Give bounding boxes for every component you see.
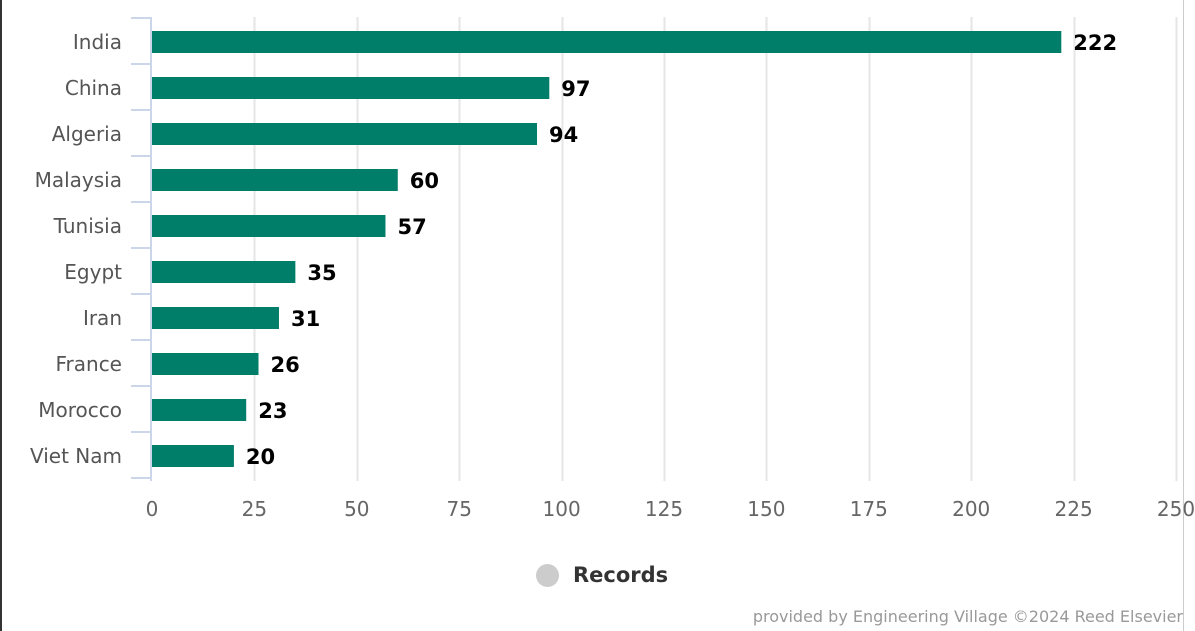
- data-label-tunisia: 57: [397, 215, 426, 239]
- x-tick-label-175: 175: [850, 497, 888, 521]
- bar-china[interactable]: [152, 77, 550, 99]
- bar-tunisia[interactable]: [152, 215, 386, 237]
- labels: 0 25 50 75 100 125 150 175 200 225 250 India 222 Chin…: [30, 30, 1195, 521]
- bar-morocco[interactable]: [152, 399, 247, 421]
- legend-marker-icon: [536, 563, 559, 587]
- bar-india[interactable]: [152, 31, 1062, 53]
- frame-right-border: [1183, 0, 1184, 631]
- x-tick-label-225: 225: [1055, 497, 1093, 521]
- data-label-malaysia: 60: [410, 169, 439, 193]
- data-label-france: 26: [270, 353, 299, 377]
- x-tick-label-150: 150: [747, 497, 785, 521]
- x-tick-label-200: 200: [952, 497, 990, 521]
- x-tick-label-125: 125: [645, 497, 683, 521]
- axes: [131, 17, 152, 481]
- bar-egypt[interactable]: [152, 261, 296, 283]
- category-label-algeria: Algeria: [52, 122, 122, 146]
- x-tick-label-100: 100: [543, 497, 581, 521]
- data-label-morocco: 23: [258, 399, 287, 423]
- bars: [152, 31, 1062, 467]
- frame-left-border: [0, 0, 2, 631]
- legend-label-records[interactable]: Records: [573, 563, 669, 587]
- credits-text[interactable]: provided by Engineering Village ©2024 Re…: [752, 607, 1183, 626]
- data-label-viet-nam: 20: [246, 445, 275, 469]
- x-tick-label-75: 75: [446, 497, 471, 521]
- category-label-egypt: Egypt: [64, 260, 122, 284]
- category-label-france: France: [55, 352, 122, 376]
- category-label-morocco: Morocco: [38, 398, 122, 422]
- gridlines: [253, 17, 1178, 481]
- data-label-china: 97: [561, 77, 590, 101]
- data-label-algeria: 94: [549, 123, 578, 147]
- category-label-tunisia: Tunisia: [53, 214, 122, 238]
- bar-france[interactable]: [152, 353, 259, 375]
- x-tick-label-50: 50: [344, 497, 369, 521]
- bar-viet-nam[interactable]: [152, 445, 234, 467]
- x-tick-label-25: 25: [242, 497, 267, 521]
- category-label-viet-nam: Viet Nam: [30, 444, 122, 468]
- bar-malaysia[interactable]: [152, 169, 398, 191]
- data-label-india: 222: [1073, 31, 1117, 55]
- legend[interactable]: Records: [536, 560, 668, 590]
- bar-iran[interactable]: [152, 307, 279, 329]
- category-label-iran: Iran: [83, 306, 122, 330]
- data-label-iran: 31: [291, 307, 320, 331]
- data-label-egypt: 35: [307, 261, 336, 285]
- category-label-china: China: [65, 76, 122, 100]
- category-label-india: India: [73, 30, 122, 54]
- category-label-malaysia: Malaysia: [35, 168, 122, 192]
- x-tick-label-0: 0: [146, 497, 159, 521]
- x-tick-label-250: 250: [1157, 497, 1195, 521]
- bar-algeria[interactable]: [152, 123, 538, 145]
